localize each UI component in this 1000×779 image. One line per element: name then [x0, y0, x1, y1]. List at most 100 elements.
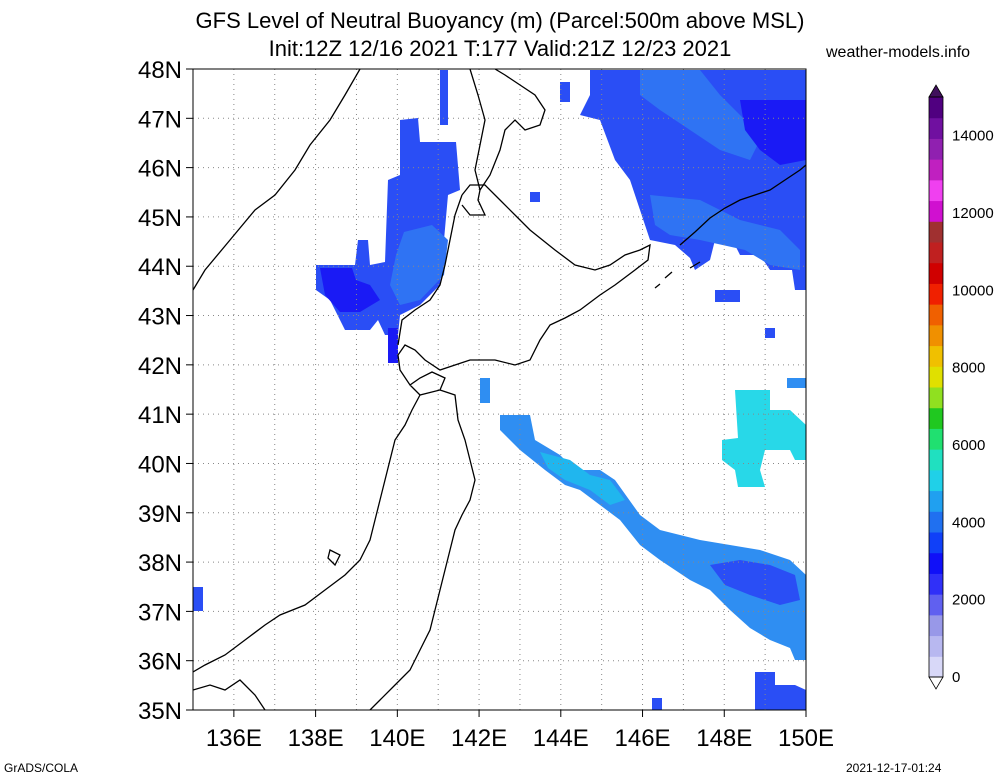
colorbar-segment — [929, 469, 943, 492]
lat-tick-label: 40N — [138, 451, 182, 478]
colorbar-segment — [929, 614, 943, 637]
lat-tick-label: 47N — [138, 106, 182, 133]
coast-honshu — [193, 394, 421, 673]
colorbar-frame — [928, 96, 944, 678]
colorbar-segment — [929, 262, 943, 284]
colorbar-segment — [929, 221, 943, 243]
field-pacific-band-light — [540, 452, 625, 505]
coast-honshu-south — [193, 679, 266, 710]
lon-tick-label: 136E — [206, 725, 262, 752]
coastlines — [193, 69, 806, 710]
field-patch — [765, 328, 775, 338]
coast-hokkaido-west — [397, 194, 463, 346]
lon-tick-label: 140E — [369, 725, 425, 752]
coast-kurils2 — [654, 261, 701, 289]
colorbar-segment — [929, 179, 943, 202]
colorbar-segment — [929, 511, 943, 533]
lat-tick-label: 35N — [138, 698, 182, 725]
colorbar-segment — [929, 304, 943, 326]
lat-tick-label: 48N — [138, 57, 182, 84]
colorbar-segment — [929, 428, 943, 450]
colorbar-label: 14000 — [952, 128, 994, 145]
colorbar-segment — [929, 573, 943, 595]
colorbar-segment — [929, 449, 943, 471]
lon-tick-label: 146E — [615, 725, 671, 752]
coast-hokkaido — [397, 184, 651, 396]
colorbar-segment — [929, 97, 943, 119]
field-okhotsk-light2 — [650, 195, 800, 270]
buoyancy-field — [193, 70, 806, 710]
field-patch — [652, 698, 662, 710]
colorbar-segment — [929, 366, 943, 388]
chart-subtitle: Init:12Z 12/16 2021 T:177 Valid:21Z 12/2… — [268, 36, 732, 61]
colorbar-segment — [929, 200, 943, 222]
field-patch — [560, 82, 570, 102]
colorbar-segment — [929, 656, 943, 678]
lat-tick-label: 37N — [138, 599, 182, 626]
field-okhotsk-dark — [740, 100, 806, 165]
field-sea-of-japan-core — [320, 268, 380, 312]
map-gridlines — [193, 69, 806, 710]
field-patch — [388, 328, 398, 363]
lon-tick-label: 142E — [451, 725, 507, 752]
colorbar-segment — [929, 324, 943, 347]
colorbar-top-arrow — [928, 84, 944, 98]
longitude-labels: 136E 138E 140E 142E 144E 146E 148E 150E — [206, 710, 834, 752]
footer-timestamp: 2021-12-17-01:24 — [846, 761, 942, 775]
latitude-labels: 48N 47N 46N 45N 44N 43N 42N 41N 40N 39N 38N 37N 36N 3… — [138, 57, 193, 725]
colorbar-segment — [929, 490, 943, 512]
coast-peninsula — [327, 549, 341, 567]
field-patch — [193, 587, 203, 611]
field-patch — [530, 192, 540, 202]
footer-software: GrADS/COLA — [4, 761, 79, 775]
colorbar-label: 12000 — [952, 205, 994, 222]
colorbar-segment — [929, 532, 943, 554]
lon-tick-label: 148E — [696, 725, 752, 752]
colorbar-segment — [929, 283, 943, 305]
colorbar-label: 0 — [952, 669, 960, 686]
chart-title: GFS Level of Neutral Buoyancy (m) (Parce… — [195, 8, 805, 33]
lat-tick-label: 38N — [138, 550, 182, 577]
lat-tick-label: 46N — [138, 156, 182, 183]
coast-sakhalin — [469, 69, 546, 192]
lon-tick-label: 138E — [288, 725, 344, 752]
coast-honshu-east — [369, 389, 476, 710]
colorbar-label: 10000 — [952, 282, 994, 299]
colorbar-segment — [929, 159, 943, 181]
lat-tick-label: 42N — [138, 353, 182, 380]
field-patch — [440, 70, 448, 125]
lat-tick-label: 44N — [138, 254, 182, 281]
colorbar-label: 4000 — [952, 514, 985, 531]
field-sea-of-japan-inner — [390, 225, 448, 305]
lat-tick-label: 36N — [138, 649, 182, 676]
plot-frame — [192, 68, 807, 711]
colorbar-segment — [929, 407, 943, 429]
lon-tick-label: 150E — [778, 725, 834, 752]
lon-tick-label: 144E — [533, 725, 589, 752]
field-okhotsk-light — [640, 70, 760, 160]
field-pacific-band-dark — [710, 560, 800, 605]
field-sanriku-cyan — [722, 390, 806, 487]
lat-tick-label: 45N — [138, 205, 182, 232]
lat-tick-label: 39N — [138, 501, 182, 528]
coast-kurils — [679, 164, 806, 246]
colorbar: 14000 12000 10000 8000 6000 4000 2000 0 — [928, 84, 994, 690]
colorbar-label: 8000 — [952, 360, 985, 377]
coast-mainland — [193, 69, 361, 291]
colorbar-segment — [929, 242, 943, 264]
field-se-corner — [755, 672, 806, 710]
colorbar-segment — [929, 552, 943, 574]
coast-sakhalin-south — [461, 189, 487, 216]
colorbar-bottom-arrow — [928, 676, 944, 690]
colorbar-segment — [929, 117, 943, 139]
colorbar-segment — [929, 387, 943, 409]
colorbar-segment — [929, 635, 943, 657]
field-patch — [787, 378, 806, 388]
lat-tick-label: 41N — [138, 402, 182, 429]
colorbar-segment — [929, 594, 943, 616]
lat-tick-label: 43N — [138, 304, 182, 331]
field-patch — [715, 290, 740, 302]
site-credit: weather-models.info — [826, 44, 971, 61]
colorbar-label: 6000 — [952, 437, 985, 454]
